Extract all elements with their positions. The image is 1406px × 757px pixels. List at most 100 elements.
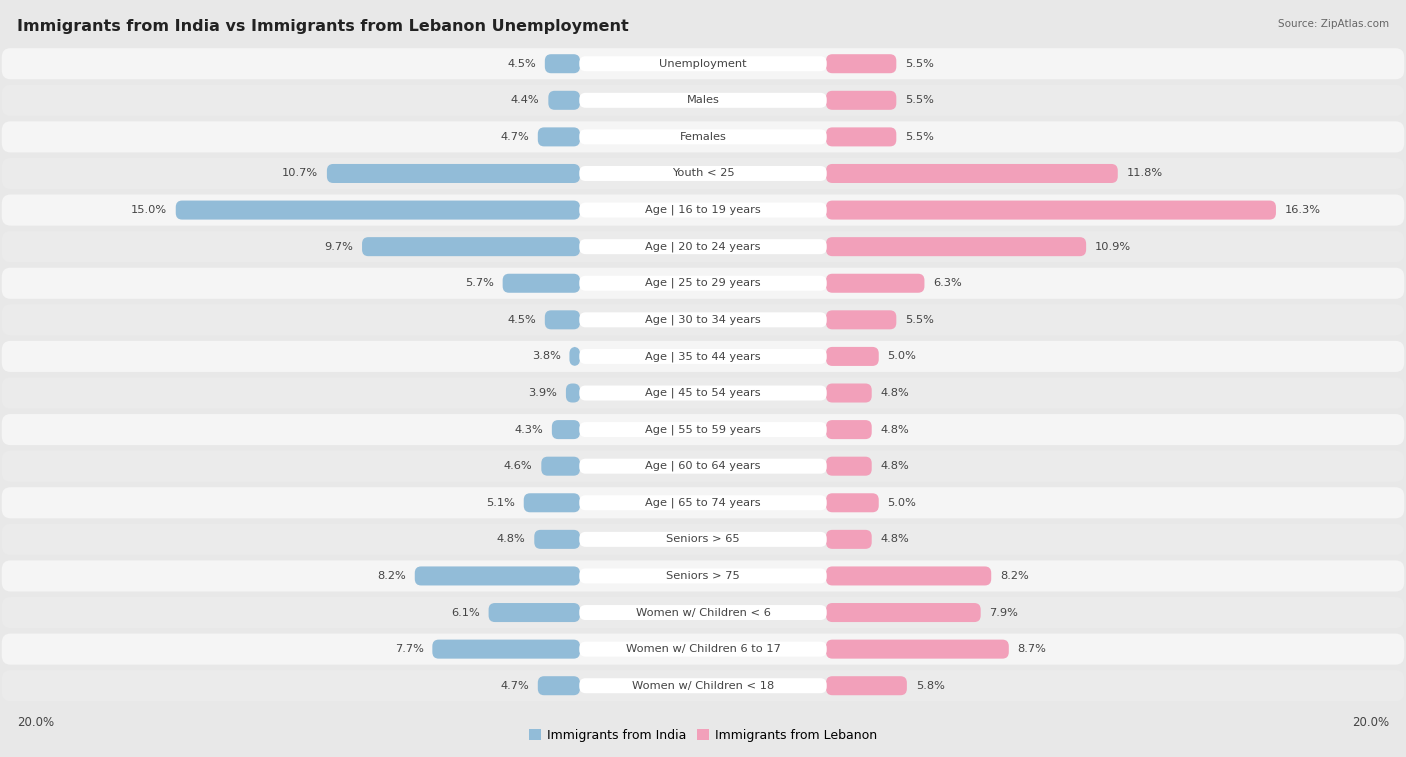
Text: Females: Females xyxy=(679,132,727,142)
Text: 3.9%: 3.9% xyxy=(529,388,557,398)
Text: 5.0%: 5.0% xyxy=(887,498,917,508)
Text: 9.7%: 9.7% xyxy=(325,241,353,251)
Text: 15.0%: 15.0% xyxy=(131,205,167,215)
Text: Source: ZipAtlas.com: Source: ZipAtlas.com xyxy=(1278,19,1389,29)
FancyBboxPatch shape xyxy=(569,347,581,366)
Text: Women w/ Children < 18: Women w/ Children < 18 xyxy=(631,681,775,690)
FancyBboxPatch shape xyxy=(579,605,827,620)
FancyBboxPatch shape xyxy=(579,129,827,145)
FancyBboxPatch shape xyxy=(579,385,827,400)
Text: 4.5%: 4.5% xyxy=(508,59,536,69)
Text: 4.8%: 4.8% xyxy=(880,534,910,544)
Text: 4.7%: 4.7% xyxy=(501,681,529,690)
FancyBboxPatch shape xyxy=(433,640,581,659)
Text: 8.2%: 8.2% xyxy=(377,571,406,581)
FancyBboxPatch shape xyxy=(579,678,827,693)
FancyBboxPatch shape xyxy=(1,48,1405,79)
FancyBboxPatch shape xyxy=(579,313,827,327)
Text: 4.3%: 4.3% xyxy=(515,425,543,435)
Text: Age | 60 to 64 years: Age | 60 to 64 years xyxy=(645,461,761,472)
FancyBboxPatch shape xyxy=(827,494,879,512)
Text: 5.1%: 5.1% xyxy=(486,498,515,508)
Text: Age | 20 to 24 years: Age | 20 to 24 years xyxy=(645,241,761,252)
Text: 5.7%: 5.7% xyxy=(465,279,494,288)
FancyBboxPatch shape xyxy=(827,164,1118,183)
Text: Seniors > 75: Seniors > 75 xyxy=(666,571,740,581)
Text: 8.2%: 8.2% xyxy=(1000,571,1029,581)
FancyBboxPatch shape xyxy=(548,91,581,110)
Text: 10.7%: 10.7% xyxy=(283,169,318,179)
FancyBboxPatch shape xyxy=(1,414,1405,445)
Text: 20.0%: 20.0% xyxy=(17,716,53,730)
FancyBboxPatch shape xyxy=(524,494,581,512)
Text: Women w/ Children < 6: Women w/ Children < 6 xyxy=(636,608,770,618)
FancyBboxPatch shape xyxy=(1,560,1405,591)
FancyBboxPatch shape xyxy=(827,91,897,110)
FancyBboxPatch shape xyxy=(1,378,1405,409)
Text: 5.5%: 5.5% xyxy=(905,59,934,69)
FancyBboxPatch shape xyxy=(827,127,897,146)
FancyBboxPatch shape xyxy=(579,569,827,584)
Text: 5.0%: 5.0% xyxy=(887,351,917,361)
FancyBboxPatch shape xyxy=(579,532,827,547)
FancyBboxPatch shape xyxy=(363,237,581,256)
FancyBboxPatch shape xyxy=(176,201,581,220)
Text: 10.9%: 10.9% xyxy=(1095,241,1130,251)
Text: 8.7%: 8.7% xyxy=(1018,644,1046,654)
FancyBboxPatch shape xyxy=(827,237,1087,256)
FancyBboxPatch shape xyxy=(537,676,581,695)
FancyBboxPatch shape xyxy=(827,603,981,622)
FancyBboxPatch shape xyxy=(579,276,827,291)
Text: Youth < 25: Youth < 25 xyxy=(672,169,734,179)
Text: 4.8%: 4.8% xyxy=(880,425,910,435)
FancyBboxPatch shape xyxy=(579,349,827,364)
FancyBboxPatch shape xyxy=(1,597,1405,628)
FancyBboxPatch shape xyxy=(537,127,581,146)
FancyBboxPatch shape xyxy=(827,55,897,73)
FancyBboxPatch shape xyxy=(579,56,827,71)
FancyBboxPatch shape xyxy=(579,166,827,181)
Text: Age | 65 to 74 years: Age | 65 to 74 years xyxy=(645,497,761,508)
FancyBboxPatch shape xyxy=(827,676,907,695)
Text: 5.5%: 5.5% xyxy=(905,95,934,105)
FancyBboxPatch shape xyxy=(546,310,581,329)
FancyBboxPatch shape xyxy=(1,158,1405,189)
FancyBboxPatch shape xyxy=(1,488,1405,519)
Text: Age | 35 to 44 years: Age | 35 to 44 years xyxy=(645,351,761,362)
FancyBboxPatch shape xyxy=(827,384,872,403)
FancyBboxPatch shape xyxy=(579,642,827,656)
FancyBboxPatch shape xyxy=(1,450,1405,481)
Text: 6.1%: 6.1% xyxy=(451,608,479,618)
Text: 4.7%: 4.7% xyxy=(501,132,529,142)
FancyBboxPatch shape xyxy=(579,203,827,217)
Text: Seniors > 65: Seniors > 65 xyxy=(666,534,740,544)
FancyBboxPatch shape xyxy=(1,670,1405,701)
FancyBboxPatch shape xyxy=(565,384,581,403)
FancyBboxPatch shape xyxy=(579,93,827,107)
Text: Age | 25 to 29 years: Age | 25 to 29 years xyxy=(645,278,761,288)
FancyBboxPatch shape xyxy=(579,459,827,474)
Text: 5.5%: 5.5% xyxy=(905,315,934,325)
Text: 4.8%: 4.8% xyxy=(880,388,910,398)
FancyBboxPatch shape xyxy=(415,566,581,585)
FancyBboxPatch shape xyxy=(579,239,827,254)
Text: 11.8%: 11.8% xyxy=(1126,169,1163,179)
FancyBboxPatch shape xyxy=(546,55,581,73)
FancyBboxPatch shape xyxy=(579,422,827,437)
Text: 5.8%: 5.8% xyxy=(915,681,945,690)
FancyBboxPatch shape xyxy=(827,420,872,439)
Text: 3.8%: 3.8% xyxy=(531,351,561,361)
Text: 6.3%: 6.3% xyxy=(934,279,962,288)
FancyBboxPatch shape xyxy=(827,566,991,585)
Text: 4.4%: 4.4% xyxy=(510,95,540,105)
Text: Age | 45 to 54 years: Age | 45 to 54 years xyxy=(645,388,761,398)
FancyBboxPatch shape xyxy=(827,201,1277,220)
Text: Males: Males xyxy=(686,95,720,105)
FancyBboxPatch shape xyxy=(489,603,581,622)
FancyBboxPatch shape xyxy=(1,341,1405,372)
FancyBboxPatch shape xyxy=(1,195,1405,226)
FancyBboxPatch shape xyxy=(328,164,581,183)
Text: Immigrants from India vs Immigrants from Lebanon Unemployment: Immigrants from India vs Immigrants from… xyxy=(17,19,628,34)
FancyBboxPatch shape xyxy=(1,524,1405,555)
Text: 4.8%: 4.8% xyxy=(496,534,526,544)
